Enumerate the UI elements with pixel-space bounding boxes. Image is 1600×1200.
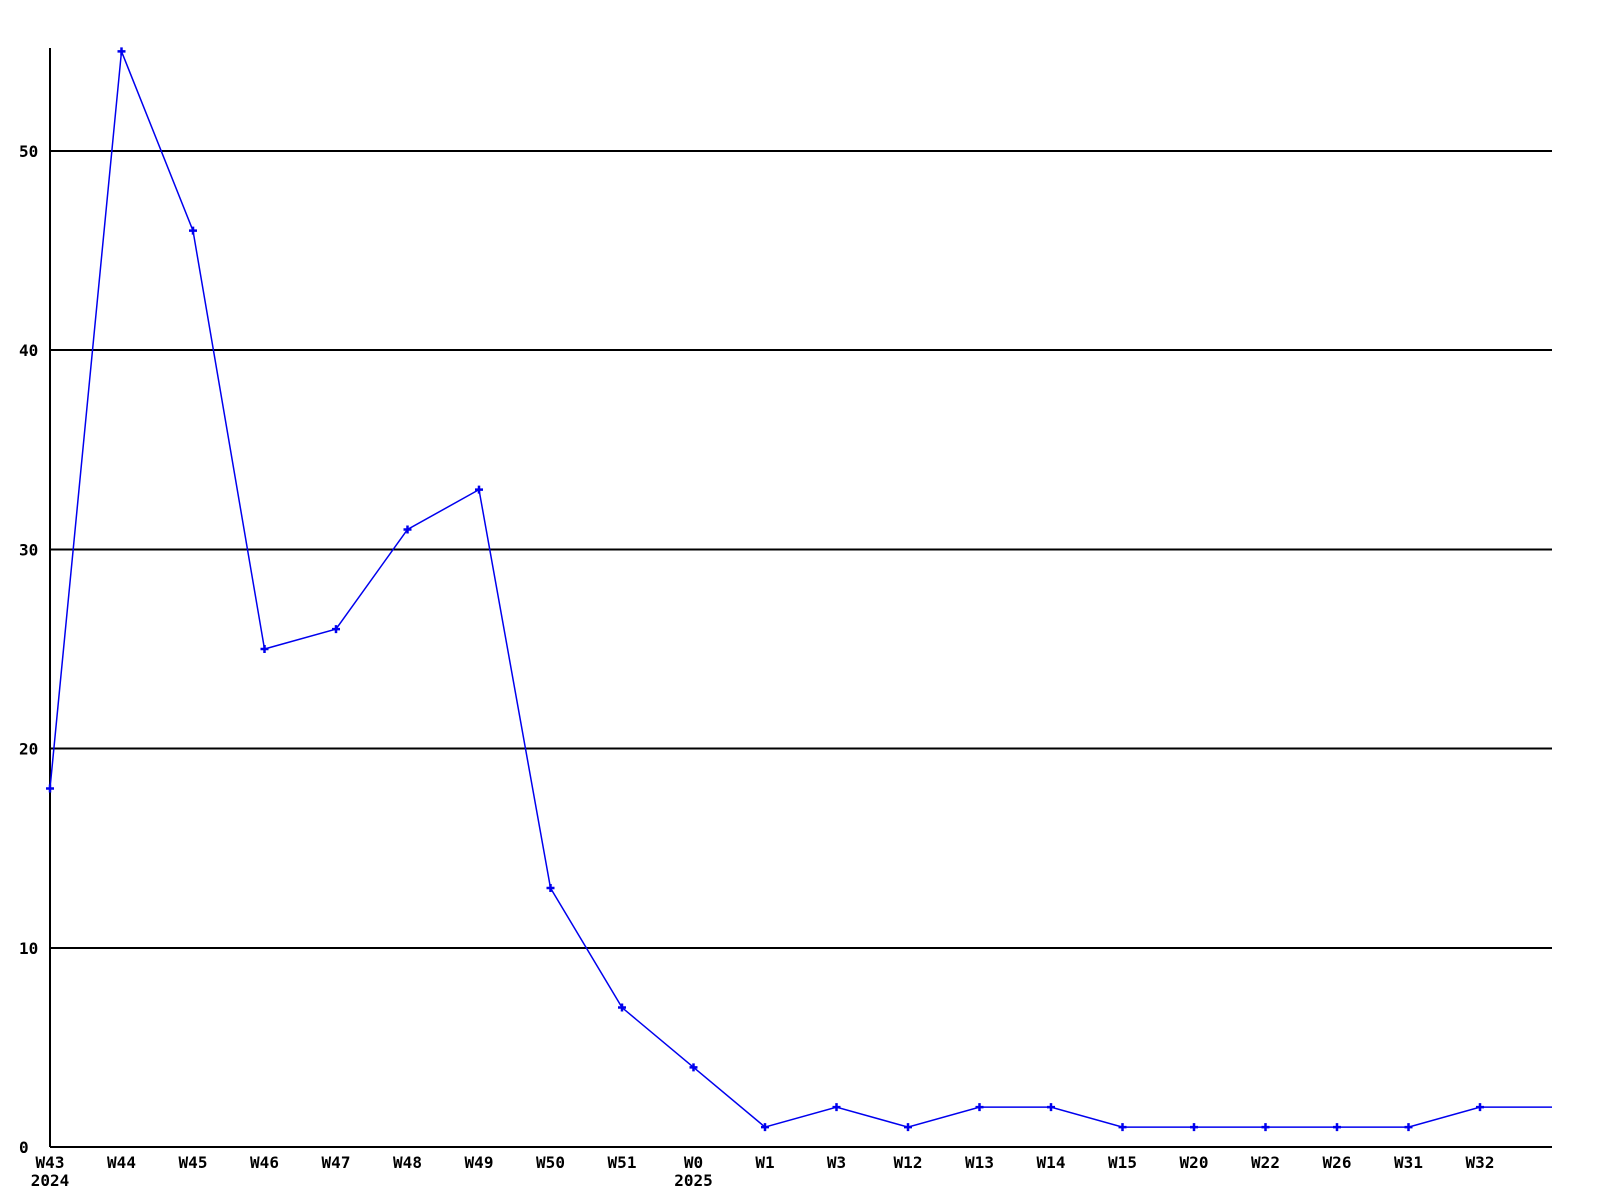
data-point-marker — [189, 226, 197, 235]
data-point-marker — [1333, 1123, 1341, 1132]
data-point-marker — [689, 1063, 698, 1072]
data-point-marker — [260, 645, 269, 653]
x-tick-label: W31 — [1394, 1153, 1423, 1172]
data-point-marker — [475, 485, 483, 494]
x-tick-year-label: 2025 — [674, 1171, 713, 1190]
x-tick-label: W1 — [755, 1153, 774, 1172]
x-tick-label: W15 — [1108, 1153, 1137, 1172]
x-tick-label: W13 — [965, 1153, 994, 1172]
x-tick-label: W43 — [36, 1153, 65, 1172]
data-point-marker — [832, 1103, 841, 1112]
data-point-marker — [1118, 1123, 1127, 1132]
data-point-marker — [332, 625, 340, 634]
data-point-marker — [46, 784, 54, 793]
x-tick-label: W12 — [894, 1153, 923, 1172]
data-line — [49, 51, 1552, 1128]
x-tick-label: W26 — [1323, 1153, 1352, 1172]
data-point-marker — [117, 47, 126, 56]
y-tick-label: 30 — [19, 540, 38, 559]
x-tick-label: W44 — [107, 1153, 136, 1172]
x-tick-label: W32 — [1466, 1153, 1495, 1172]
data-point-marker — [1261, 1123, 1270, 1132]
data-point-marker — [761, 1123, 769, 1132]
y-tick-label: 10 — [19, 939, 38, 958]
y-tick-label: 20 — [19, 740, 38, 759]
x-tick-label: W51 — [608, 1153, 637, 1172]
data-point-marker — [1047, 1103, 1055, 1112]
data-point-marker — [904, 1123, 912, 1132]
data-point-marker — [1404, 1123, 1413, 1132]
data-point-marker — [618, 1003, 626, 1012]
data-point-marker — [1476, 1103, 1484, 1112]
x-tick-label: W45 — [179, 1153, 208, 1172]
x-tick-label: W14 — [1037, 1153, 1066, 1172]
x-tick-label: W3 — [827, 1153, 846, 1172]
data-point-marker — [546, 884, 555, 893]
y-tick-label: 50 — [19, 142, 38, 161]
x-tick-label: W50 — [536, 1153, 565, 1172]
y-tick-label: 40 — [19, 341, 38, 360]
x-tick-label: W48 — [393, 1153, 422, 1172]
x-tick-label: W47 — [322, 1153, 351, 1172]
x-tick-year-label: 2024 — [31, 1171, 70, 1190]
x-tick-label: W20 — [1180, 1153, 1209, 1172]
x-tick-label: W0 — [684, 1153, 703, 1172]
data-point-marker — [403, 525, 412, 534]
y-tick-label: 0 — [19, 1138, 29, 1157]
x-tick-label: W46 — [250, 1153, 279, 1172]
x-tick-label: W22 — [1251, 1153, 1280, 1172]
data-point-marker — [1190, 1123, 1198, 1132]
data-point-marker — [975, 1103, 984, 1112]
x-tick-label: W49 — [465, 1153, 494, 1172]
